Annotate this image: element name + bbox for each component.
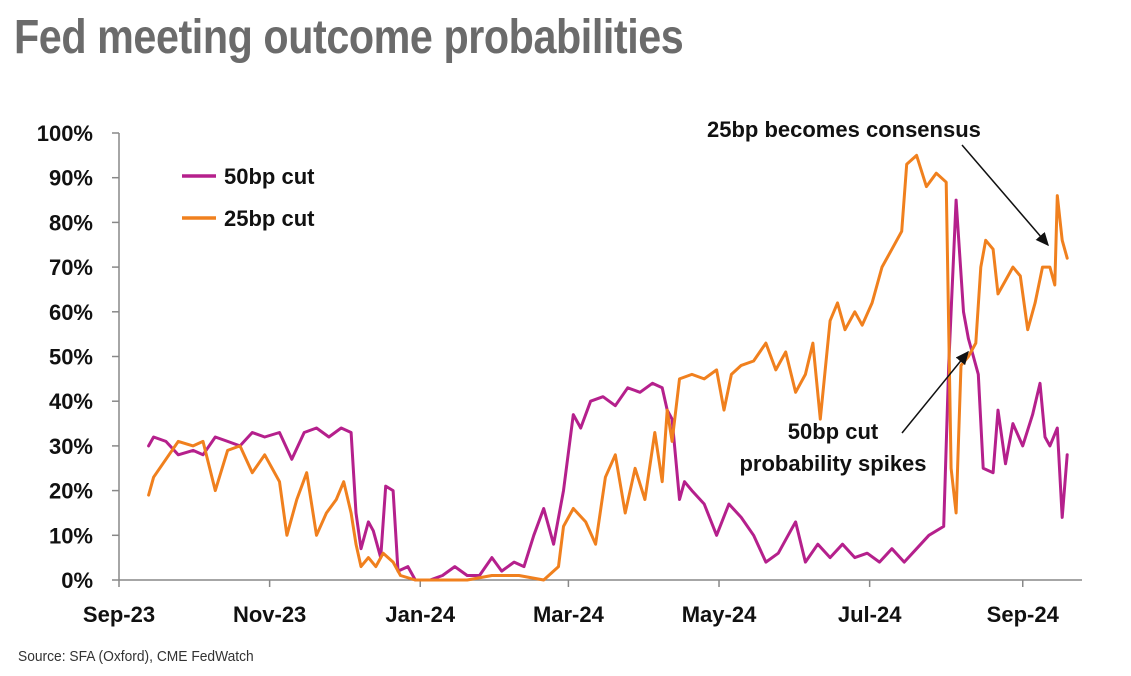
- y-tick-label: 20%: [49, 479, 93, 504]
- y-axis: 0% 10% 20% 30% 40% 50% 60% 70% 80% 90% 100%: [37, 121, 120, 593]
- legend-label: 25bp cut: [224, 206, 315, 231]
- annotation-spike-line1: 50bp cut: [788, 419, 879, 444]
- y-tick-label: 80%: [49, 210, 93, 235]
- series-line-25bp: [147, 153, 1069, 582]
- annotation-consensus: 25bp becomes consensus: [707, 117, 981, 142]
- x-tick-label: Mar-24: [533, 602, 605, 627]
- chart-title: Fed meeting outcome probabilities: [14, 11, 684, 64]
- y-tick-label: 50%: [49, 345, 93, 370]
- annotations: 25bp becomes consensus 50bp cut probabilit…: [707, 117, 1049, 476]
- x-tick-label: Jul-24: [838, 602, 902, 627]
- x-tick-label: Sep-23: [83, 602, 155, 627]
- y-tick-label: 90%: [49, 166, 93, 191]
- y-tick-label: 10%: [49, 523, 93, 548]
- y-tick-label: 30%: [49, 434, 93, 459]
- series-layer: [147, 153, 1069, 582]
- y-tick-label: 40%: [49, 389, 93, 414]
- legend-label: 50bp cut: [224, 164, 315, 189]
- x-tick-label: May-24: [682, 602, 757, 627]
- annotation-spike-line2: probability spikes: [739, 451, 926, 476]
- series-line-50bp: [147, 198, 1069, 582]
- y-tick-label: 60%: [49, 300, 93, 325]
- source-note: Source: SFA (Oxford), CME FedWatch: [18, 648, 254, 665]
- y-tick-label: 100%: [37, 121, 93, 146]
- x-tick-label: Sep-24: [987, 602, 1060, 627]
- legend: 50bp cut 25bp cut: [182, 164, 315, 231]
- y-tick-label: 0%: [61, 568, 93, 593]
- x-axis: Sep-23 Nov-23 Jan-24 Mar-24 May-24 Jul-24 Sep-…: [83, 579, 1082, 627]
- annotation-arrow: [961, 144, 1049, 247]
- x-tick-label: Nov-23: [233, 602, 306, 627]
- y-tick-label: 70%: [49, 255, 93, 280]
- annotation-arrow: [901, 350, 969, 434]
- x-tick-label: Jan-24: [385, 602, 455, 627]
